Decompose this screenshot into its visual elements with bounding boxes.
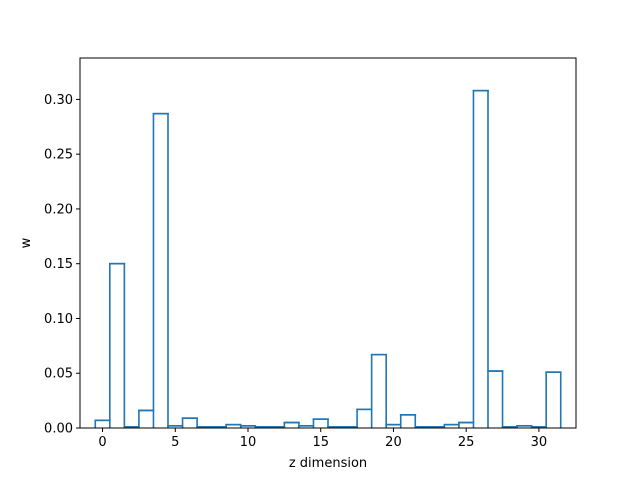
y-tick-label: 0.15 [44, 257, 73, 272]
y-tick-label: 0.30 [44, 93, 73, 108]
step-line [94, 89, 562, 428]
axes-frame [79, 57, 577, 429]
x-tick-label: 5 [171, 435, 179, 450]
y-axis-label: w [19, 237, 34, 248]
x-tick-label: 25 [458, 435, 475, 450]
plot-layer [94, 89, 562, 428]
x-tick-label: 20 [385, 435, 402, 450]
x-tick-label: 10 [240, 435, 257, 450]
y-tick-label: 0.00 [44, 422, 73, 437]
y-tick-label: 0.05 [44, 367, 73, 382]
x-tick-label: 15 [312, 435, 329, 450]
y-tick-label: 0.25 [44, 148, 73, 163]
x-axis-label: z dimension [289, 456, 367, 471]
x-tick-label: 30 [531, 435, 548, 450]
y-tick-label: 0.10 [44, 312, 73, 327]
axes-layer: 0 5 10 15 20 25 30 0.00 0.05 0.10 0.15 0.20 0.25 0.30 [44, 57, 577, 450]
y-tick-label: 0.20 [44, 202, 73, 217]
x-tick-label: 0 [98, 435, 106, 450]
